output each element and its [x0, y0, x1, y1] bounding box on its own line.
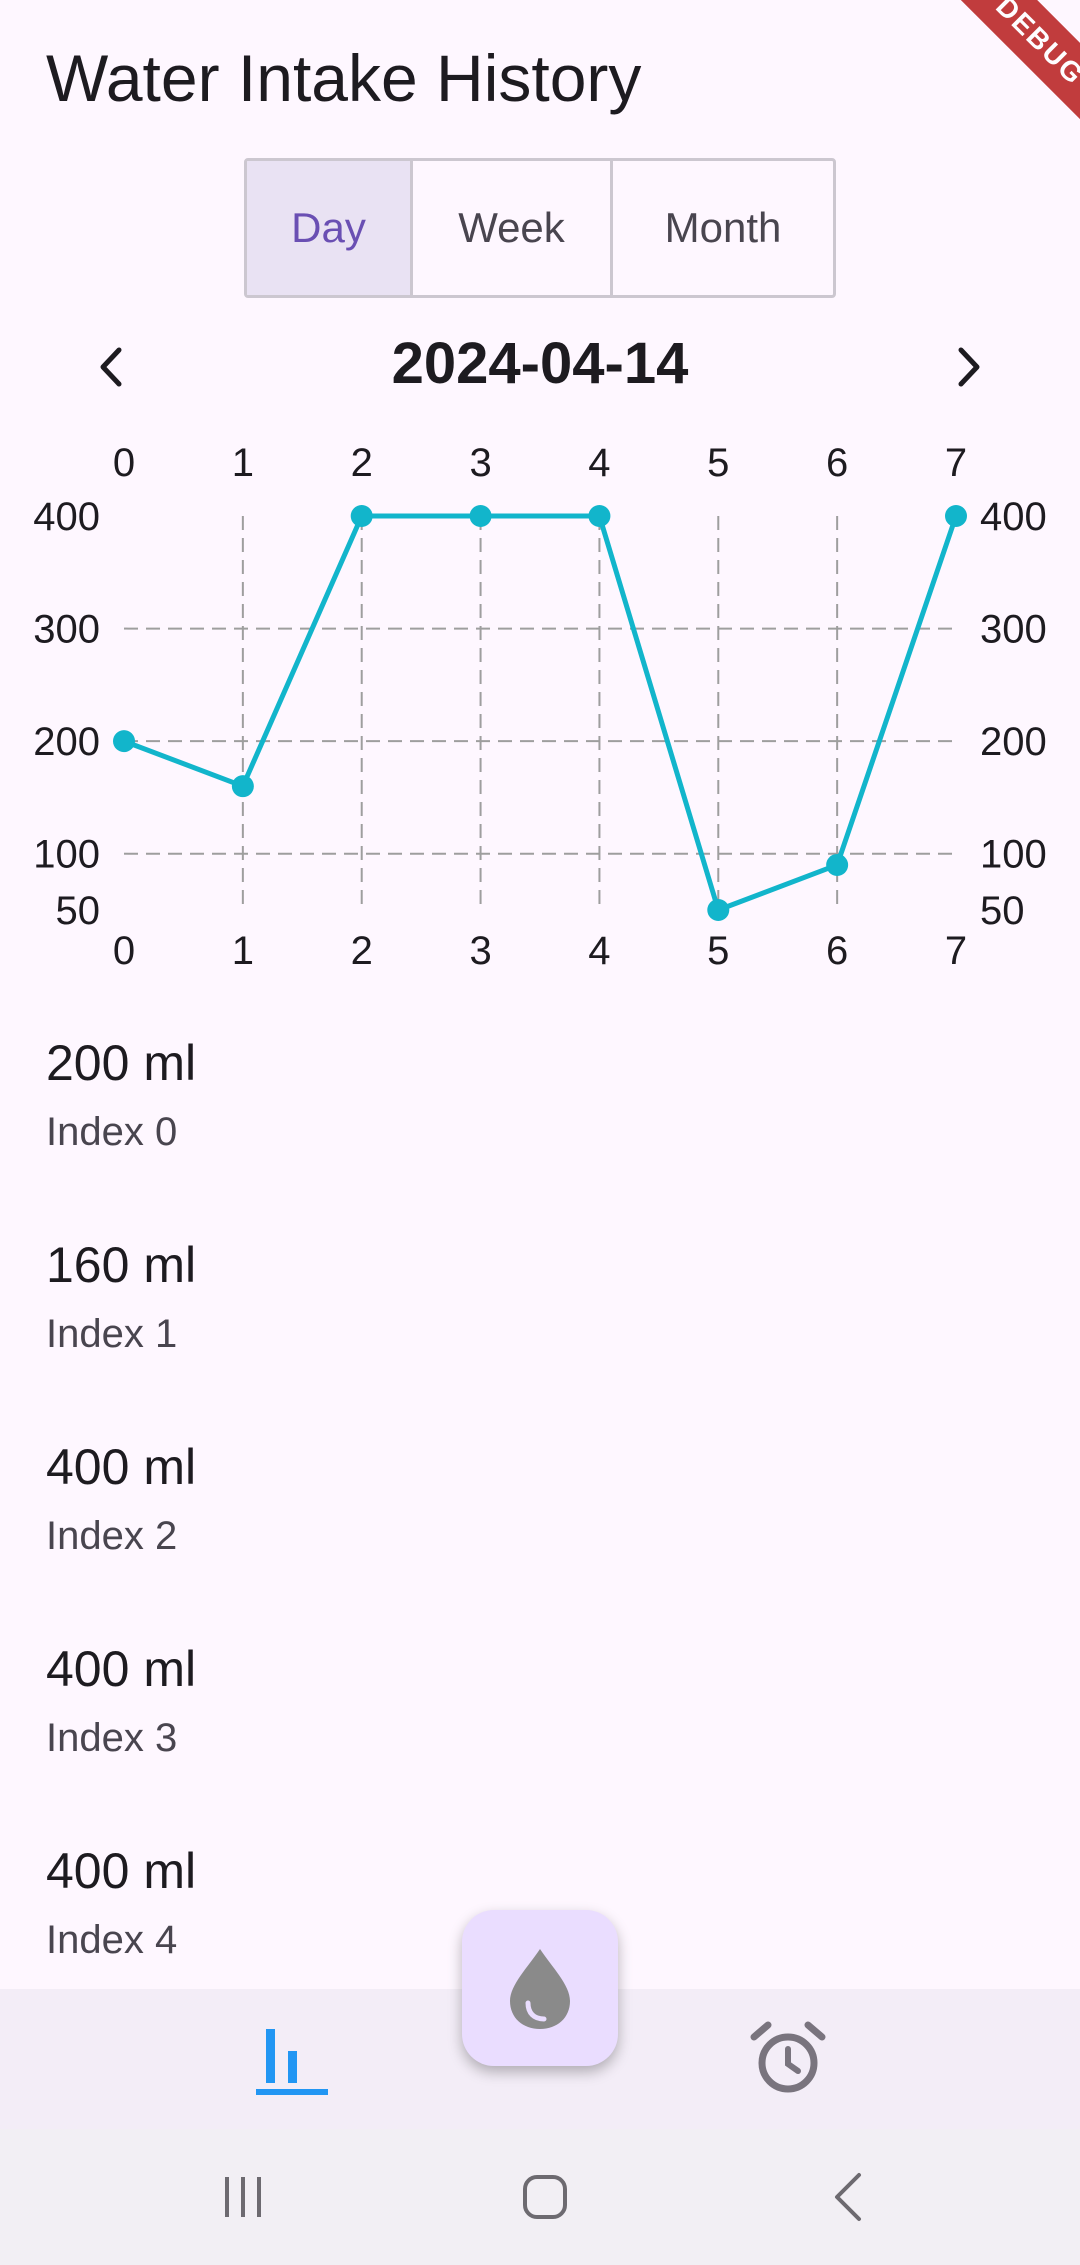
x-tick-label-bottom: 0	[113, 929, 135, 973]
data-point	[231, 775, 254, 798]
debug-banner: DEBUG	[914, 0, 1080, 167]
data-point	[945, 505, 967, 527]
y-tick-label-right: 200	[980, 720, 1047, 764]
item-amount: 400 ml	[46, 1843, 197, 1899]
bar-chart-icon	[256, 2029, 328, 2095]
chevron-left-icon	[100, 347, 122, 387]
x-tick-label-top: 1	[232, 441, 254, 485]
system-navigation-bar	[0, 2129, 1080, 2265]
y-tick-label-left: 400	[33, 495, 100, 539]
y-tick-label-left: 100	[33, 833, 100, 877]
item-index: Index 3	[46, 1716, 178, 1760]
data-point	[350, 505, 373, 527]
data-point	[469, 505, 492, 527]
item-amount: 400 ml	[46, 1641, 197, 1697]
add-water-button[interactable]	[462, 1910, 618, 2066]
data-point	[707, 899, 730, 921]
data-point	[113, 730, 135, 753]
item-index: Index 4	[46, 1918, 178, 1962]
home-button[interactable]	[500, 2157, 590, 2237]
segment-month[interactable]: Month	[664, 204, 782, 251]
item-index: Index 0	[46, 1110, 178, 1154]
item-index: Index 1	[46, 1312, 178, 1356]
x-tick-label-bottom: 6	[826, 929, 848, 973]
current-date: 2024-04-14	[391, 331, 689, 396]
x-tick-label-bottom: 1	[232, 929, 254, 973]
next-date-button[interactable]	[934, 332, 1004, 402]
x-tick-label-bottom: 2	[351, 929, 373, 973]
x-tick-label-top: 6	[826, 441, 848, 485]
x-tick-label-top: 4	[588, 441, 610, 485]
list-item[interactable]: 200 ml Index 0	[0, 1020, 1080, 1222]
previous-date-button[interactable]	[76, 332, 146, 402]
recents-icon	[225, 2177, 261, 2217]
home-icon	[523, 2175, 567, 2219]
x-tick-label-bottom: 5	[707, 929, 729, 973]
y-tick-label-right: 50	[980, 889, 1025, 933]
x-tick-label-top: 0	[113, 441, 135, 485]
page-title: Water Intake History	[46, 41, 642, 115]
intake-chart: 0 0 1 1 2 2 3 3 4 4 5 5 6 6 7 7 400 400 300 300 200 200 100 100…	[0, 430, 1080, 990]
line-chart: 0 0 1 1 2 2 3 3 4 4 5 5 6 6 7 7 400 400 300 300 200 200 100 100…	[33, 441, 1047, 973]
chevron-right-icon	[958, 347, 980, 387]
y-tick-label-right: 400	[980, 495, 1047, 539]
item-amount: 160 ml	[46, 1237, 197, 1293]
back-button[interactable]	[804, 2157, 894, 2237]
segment-week[interactable]: Week	[413, 161, 613, 295]
series-line	[123, 513, 959, 913]
y-tick-label-left: 300	[33, 608, 100, 652]
y-tick-label-left: 50	[56, 889, 101, 933]
y-tick-label-left: 200	[33, 720, 100, 764]
recent-apps-button[interactable]	[198, 2157, 288, 2237]
data-point	[588, 505, 611, 527]
intake-list: 200 ml Index 0 160 ml Index 1 400 ml Ind…	[0, 1020, 1080, 2030]
list-item[interactable]: 400 ml Index 2	[0, 1424, 1080, 1626]
x-tick-label-top: 2	[351, 441, 373, 485]
item-amount: 400 ml	[46, 1439, 197, 1495]
x-tick-label-bottom: 7	[945, 929, 967, 973]
data-point	[826, 853, 849, 876]
item-index: Index 2	[46, 1514, 178, 1558]
x-tick-label-top: 7	[945, 441, 967, 485]
list-item[interactable]: 400 ml Index 4	[0, 1828, 1080, 2030]
date-navigator: 2024-04-14	[0, 322, 1080, 412]
water-drop-icon	[510, 1949, 570, 2029]
y-tick-label-right: 300	[980, 608, 1047, 652]
x-tick-label-top: 5	[707, 441, 729, 485]
tab-reminders[interactable]	[718, 1989, 858, 2129]
back-icon	[835, 2173, 861, 2221]
tab-history[interactable]	[222, 1989, 362, 2129]
x-tick-label-bottom: 3	[469, 929, 491, 973]
list-item[interactable]: 400 ml Index 3	[0, 1626, 1080, 1828]
x-tick-label-top: 3	[469, 441, 491, 485]
x-tick-label-bottom: 4	[588, 929, 610, 973]
period-selector: Day Week Month	[244, 158, 836, 298]
list-item[interactable]: 160 ml Index 1	[0, 1222, 1080, 1424]
segment-day[interactable]: Day	[247, 161, 413, 295]
y-tick-label-right: 100	[980, 833, 1047, 877]
alarm-clock-icon	[750, 2021, 826, 2093]
item-amount: 200 ml	[46, 1035, 197, 1091]
